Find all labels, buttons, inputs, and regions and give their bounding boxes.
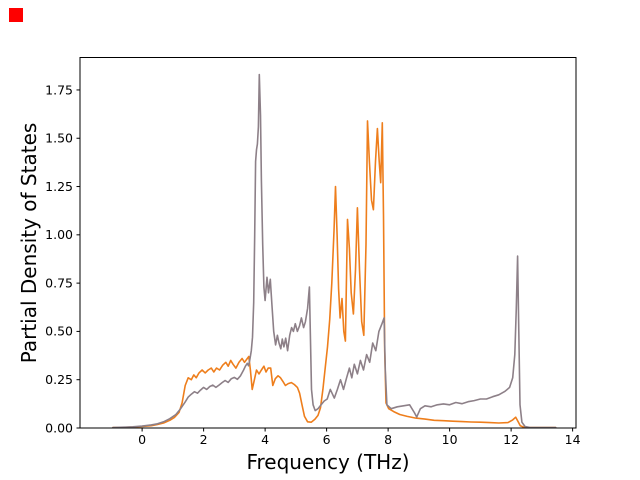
- y-axis-label: Partial Density of States: [17, 122, 41, 364]
- y-tick-label: 0.00: [45, 420, 73, 435]
- x-tick-label: 10: [442, 432, 458, 447]
- y-tick-label: 0.50: [45, 324, 73, 339]
- x-tick-label: 8: [384, 432, 392, 447]
- y-tick-label: 0.75: [45, 275, 73, 290]
- y-tick-label: 1.25: [45, 179, 73, 194]
- y-tick-label: 0.25: [45, 372, 73, 387]
- x-tick-label: 0: [138, 432, 146, 447]
- red-corner-marker: [9, 8, 23, 22]
- y-tick-label: 1.00: [45, 227, 73, 242]
- x-axis-label: Frequency (THz): [246, 450, 410, 474]
- pdos-orange-line: [112, 120, 557, 429]
- x-tick-label: 4: [261, 432, 269, 447]
- plot-border: [79, 57, 577, 429]
- y-tick-label: 1.75: [45, 82, 73, 97]
- y-tick-label: 1.50: [45, 131, 73, 146]
- x-tick-label: 6: [323, 432, 331, 447]
- x-tick-label: 2: [200, 432, 208, 447]
- pdos-gray-line: [112, 73, 557, 429]
- x-tick-label: 14: [565, 432, 581, 447]
- x-tick-label: 12: [503, 432, 519, 447]
